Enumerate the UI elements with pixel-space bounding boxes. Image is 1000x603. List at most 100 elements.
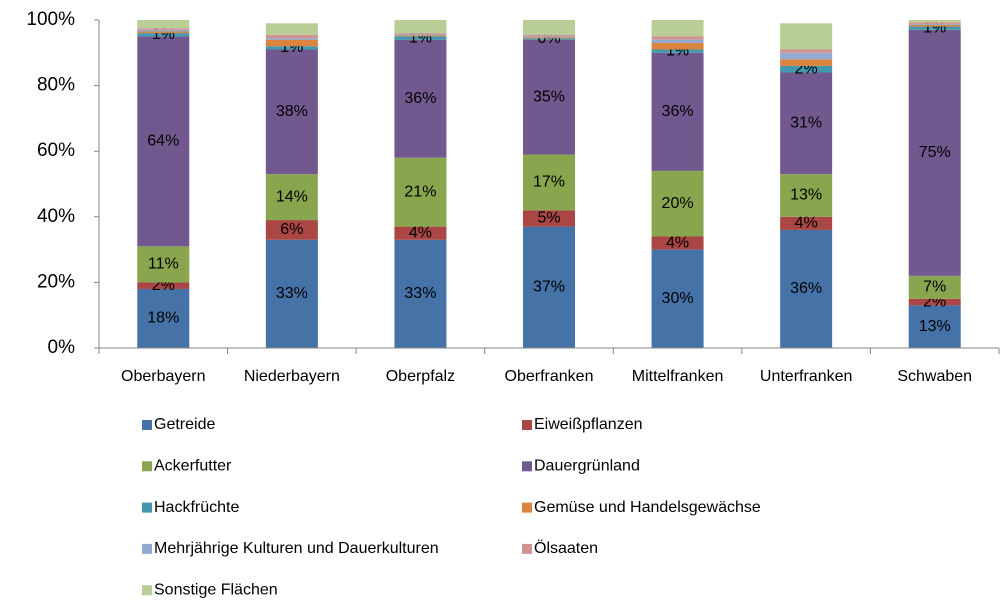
data-label: 36% <box>662 103 694 120</box>
data-label: 5% <box>537 210 560 227</box>
legend-swatch <box>142 543 152 554</box>
x-tick-label: Niederbayern <box>244 368 340 385</box>
bar-segment <box>780 59 833 66</box>
bar-segment <box>908 298 961 306</box>
data-label: 36% <box>404 90 436 107</box>
bar-segment <box>394 35 447 37</box>
data-label: 4% <box>795 215 818 232</box>
legend-label: Sonstige Flächen <box>154 581 278 598</box>
legend-swatch <box>142 585 152 596</box>
bar-segment <box>394 33 447 35</box>
bar-segment <box>651 170 704 237</box>
bar-segment <box>394 226 447 240</box>
bar-segment <box>137 33 190 37</box>
bar-segment <box>651 249 704 348</box>
data-label: 14% <box>276 188 308 205</box>
data-label: 31% <box>790 115 822 132</box>
bar-segment <box>394 20 447 34</box>
bar-segment <box>908 23 961 25</box>
data-label: 75% <box>919 144 951 161</box>
bar-segment <box>651 236 704 250</box>
bar-segment <box>137 36 190 247</box>
x-tick-label: Oberpfalz <box>386 368 455 385</box>
bar-segment <box>523 39 575 155</box>
bar-segment <box>523 36 575 38</box>
y-tick-label: 0% <box>48 337 76 358</box>
bar-segment <box>523 210 575 227</box>
legend-swatch <box>522 502 532 513</box>
bar-segment <box>523 34 575 37</box>
data-label: 64% <box>147 133 179 150</box>
x-tick-label: Unterfranken <box>760 368 853 385</box>
y-tick-label: 40% <box>37 206 75 227</box>
bar-segment <box>265 39 318 47</box>
bar-segment <box>265 34 318 39</box>
bar-segment <box>908 22 961 24</box>
bar-segment <box>651 36 704 40</box>
data-label: 4% <box>666 234 689 251</box>
bar-segment <box>651 42 704 50</box>
bar-segment <box>265 38 318 40</box>
y-tick-label: 20% <box>37 271 75 292</box>
bar-segment <box>265 239 318 348</box>
x-tick-label: Mittelfranken <box>632 368 724 385</box>
legend-swatch <box>142 461 152 472</box>
legend-label: Ölsaaten <box>534 539 598 557</box>
bar-segment <box>523 154 575 211</box>
legend-label: Dauergrünland <box>534 458 640 475</box>
bar-segment <box>137 29 190 32</box>
bar-segment <box>780 72 833 175</box>
x-tick-label: Oberfranken <box>505 368 594 385</box>
bar-segment <box>137 28 190 30</box>
bar-segment <box>394 34 447 36</box>
legend-swatch <box>522 543 532 554</box>
x-tick-label: Schwaben <box>897 368 972 385</box>
bar-segment <box>523 20 575 35</box>
data-label: 37% <box>533 279 565 296</box>
data-label: 21% <box>404 183 436 200</box>
legend-label: Ackerfutter <box>154 458 232 475</box>
bar-segment <box>265 174 318 221</box>
bar-segment <box>780 229 833 348</box>
data-label: 35% <box>533 88 565 105</box>
data-label: 11% <box>148 256 179 273</box>
bar-segment <box>780 216 833 230</box>
bar-segment <box>780 23 833 50</box>
data-label: 33% <box>276 285 308 302</box>
legend-label: Getreide <box>154 416 215 433</box>
data-label: 18% <box>147 310 179 327</box>
legend-swatch <box>522 461 532 472</box>
bar-segment <box>394 157 447 227</box>
bar-segment <box>394 239 447 348</box>
bar-segment <box>908 20 961 23</box>
bar-segment <box>265 49 318 175</box>
bar-segment <box>651 20 704 37</box>
bar-segment <box>780 174 833 217</box>
data-label: 7% <box>923 279 946 296</box>
data-label: 17% <box>533 174 565 191</box>
data-label: 6% <box>280 221 303 238</box>
legend-label: Mehrjährige Kulturen und Dauerkulturen <box>154 540 439 557</box>
bar-segment <box>651 52 704 171</box>
y-tick-label: 100% <box>26 9 75 30</box>
data-label: 36% <box>790 280 822 297</box>
bar-segment <box>780 52 833 60</box>
bar-segment <box>908 305 961 348</box>
data-label: 38% <box>276 103 308 120</box>
bar-segment <box>908 26 961 30</box>
bar-segment <box>780 49 833 53</box>
legend-label: Gemüse und Handelsgewächse <box>534 499 761 516</box>
data-label: 33% <box>404 285 436 302</box>
y-tick-label: 60% <box>37 140 75 161</box>
bar-segment <box>137 282 190 289</box>
bar-segment <box>137 31 190 34</box>
legend-swatch <box>142 420 152 430</box>
legend-swatch <box>142 502 152 513</box>
bar-segment <box>908 275 961 299</box>
bar-segment <box>523 226 575 348</box>
bar-segment <box>523 37 575 39</box>
data-label: 13% <box>919 318 951 335</box>
bar-segment <box>908 24 961 27</box>
bar-segment <box>265 46 318 50</box>
